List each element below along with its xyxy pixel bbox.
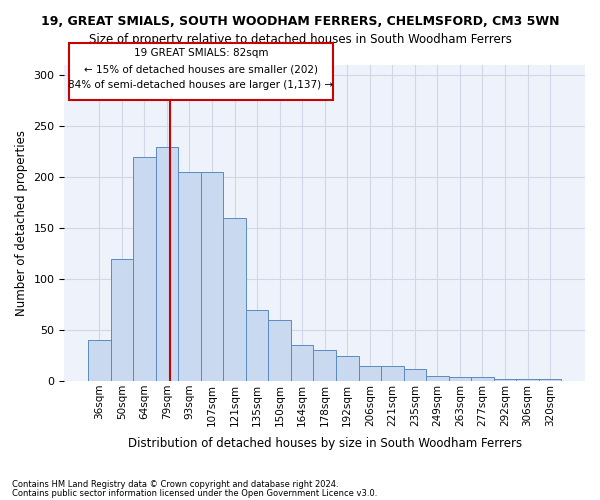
Bar — [133, 156, 155, 381]
Bar — [449, 377, 471, 381]
Text: Contains public sector information licensed under the Open Government Licence v3: Contains public sector information licen… — [12, 489, 377, 498]
Bar — [336, 356, 359, 381]
Bar — [471, 377, 494, 381]
Bar — [110, 258, 133, 381]
Bar — [539, 379, 562, 381]
Bar — [359, 366, 381, 381]
Bar — [426, 376, 449, 381]
Text: ← 15% of detached houses are smaller (202): ← 15% of detached houses are smaller (20… — [84, 64, 318, 74]
Bar — [155, 146, 178, 381]
Bar — [201, 172, 223, 381]
X-axis label: Distribution of detached houses by size in South Woodham Ferrers: Distribution of detached houses by size … — [128, 437, 522, 450]
Bar — [268, 320, 291, 381]
Y-axis label: Number of detached properties: Number of detached properties — [15, 130, 28, 316]
Bar — [223, 218, 246, 381]
Bar — [404, 369, 426, 381]
Text: Size of property relative to detached houses in South Woodham Ferrers: Size of property relative to detached ho… — [89, 32, 511, 46]
Bar — [178, 172, 201, 381]
Text: 19, GREAT SMIALS, SOUTH WOODHAM FERRERS, CHELMSFORD, CM3 5WN: 19, GREAT SMIALS, SOUTH WOODHAM FERRERS,… — [41, 15, 559, 28]
Text: Contains HM Land Registry data © Crown copyright and database right 2024.: Contains HM Land Registry data © Crown c… — [12, 480, 338, 489]
Bar — [381, 366, 404, 381]
Bar — [246, 310, 268, 381]
Text: 19 GREAT SMIALS: 82sqm: 19 GREAT SMIALS: 82sqm — [134, 48, 268, 58]
Bar — [291, 346, 313, 381]
Text: 84% of semi-detached houses are larger (1,137) →: 84% of semi-detached houses are larger (… — [68, 80, 334, 90]
Bar — [494, 379, 516, 381]
Bar — [88, 340, 110, 381]
Bar — [516, 379, 539, 381]
Bar — [313, 350, 336, 381]
